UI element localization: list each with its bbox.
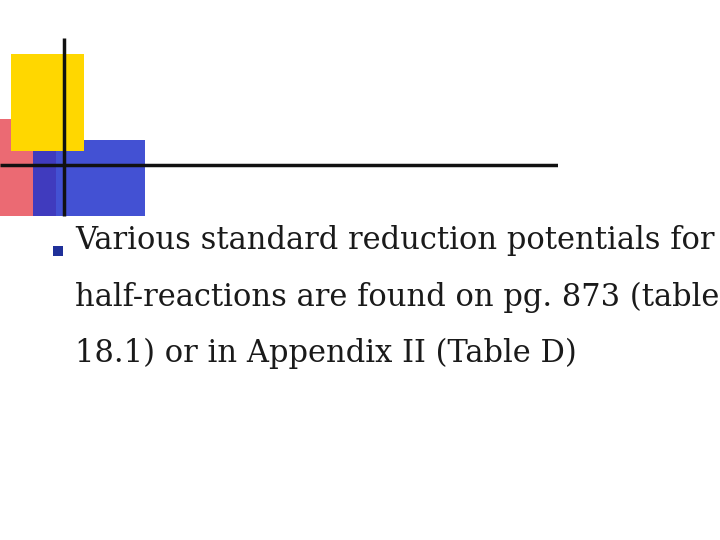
FancyBboxPatch shape [12, 54, 84, 151]
FancyBboxPatch shape [34, 140, 145, 216]
FancyBboxPatch shape [53, 246, 63, 256]
Text: half-reactions are found on pg. 873 (table: half-reactions are found on pg. 873 (tab… [76, 281, 720, 313]
Text: 18.1) or in Appendix II (Table D): 18.1) or in Appendix II (Table D) [76, 338, 577, 369]
Text: Various standard reduction potentials for: Various standard reduction potentials fo… [76, 225, 715, 256]
FancyBboxPatch shape [0, 119, 56, 216]
